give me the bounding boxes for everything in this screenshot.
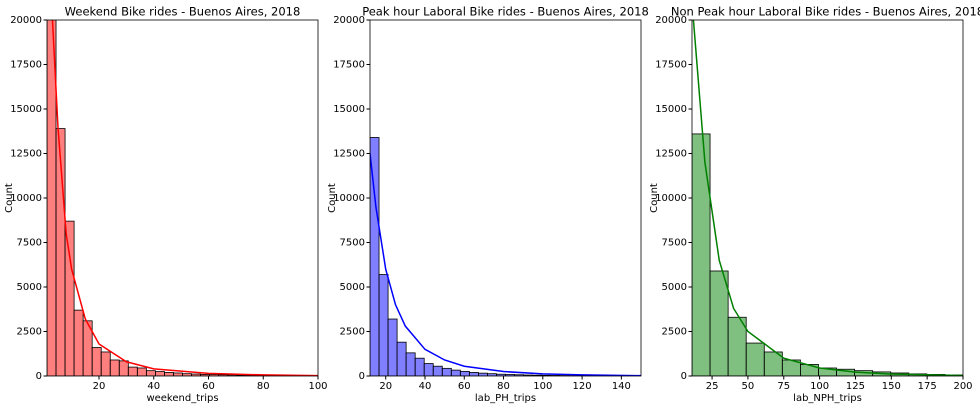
x-tick-label: 20 bbox=[93, 381, 106, 392]
y-tick-label: 10000 bbox=[10, 193, 42, 204]
x-tick-label: 75 bbox=[777, 381, 790, 392]
x-tick-label: 175 bbox=[918, 381, 937, 392]
plot-area bbox=[692, 20, 963, 376]
x-tick-label: 125 bbox=[846, 381, 865, 392]
bar bbox=[477, 372, 488, 376]
y-tick-label: 20000 bbox=[10, 15, 42, 26]
bar bbox=[405, 352, 416, 376]
y-tick-label: 15000 bbox=[333, 104, 365, 115]
bar bbox=[468, 372, 479, 376]
x-tick-label: 120 bbox=[573, 381, 592, 392]
x-tick-label: 20 bbox=[379, 381, 392, 392]
y-tick-label: 12500 bbox=[10, 149, 42, 160]
kde-line bbox=[51, 20, 318, 376]
x-tick-label: 40 bbox=[419, 381, 432, 392]
kde-line bbox=[692, 20, 963, 376]
bar bbox=[414, 357, 425, 376]
bar bbox=[459, 370, 470, 376]
x-tick-label: 25 bbox=[706, 381, 719, 392]
y-tick-label: 17500 bbox=[10, 60, 42, 71]
bar bbox=[136, 367, 147, 376]
y-tick-label: 5000 bbox=[662, 282, 687, 293]
x-tick-label: 50 bbox=[742, 381, 755, 392]
y-tick-label: 7500 bbox=[340, 238, 365, 249]
bar bbox=[709, 270, 729, 376]
y-tick-label: 10000 bbox=[655, 193, 687, 204]
plot-area bbox=[47, 20, 318, 376]
bar bbox=[387, 318, 398, 376]
bar bbox=[745, 342, 765, 376]
y-tick-label: 15000 bbox=[655, 104, 687, 115]
bar bbox=[396, 341, 407, 376]
y-tick-label: 20000 bbox=[333, 15, 365, 26]
x-tick-label: 100 bbox=[810, 381, 829, 392]
y-tick-label: 7500 bbox=[662, 238, 687, 249]
y-tick-label: 0 bbox=[681, 371, 687, 382]
y-tick-label: 5000 bbox=[17, 282, 42, 293]
bar bbox=[432, 365, 443, 376]
bar bbox=[164, 372, 174, 376]
x-tick-label: 80 bbox=[257, 381, 270, 392]
bar bbox=[91, 347, 102, 376]
x-tick-label: 60 bbox=[458, 381, 471, 392]
bar bbox=[173, 372, 183, 376]
bar bbox=[73, 309, 84, 376]
chart-title: Non Peak hour Laboral Bike rides - Bueno… bbox=[671, 5, 980, 19]
bar bbox=[127, 366, 138, 376]
y-tick-label: 20000 bbox=[655, 15, 687, 26]
x-axis-label: weekend_trips bbox=[146, 393, 218, 404]
y-tick-label: 5000 bbox=[340, 282, 365, 293]
y-tick-label: 2500 bbox=[662, 327, 687, 338]
y-axis-label: Count bbox=[327, 183, 338, 213]
bar bbox=[109, 359, 120, 376]
y-tick-label: 17500 bbox=[655, 60, 687, 71]
bar bbox=[727, 316, 747, 376]
chart-title: Weekend Bike rides - Buenos Aires, 2018 bbox=[65, 5, 301, 19]
x-tick-label: 150 bbox=[882, 381, 901, 392]
y-tick-label: 7500 bbox=[17, 238, 42, 249]
bar bbox=[154, 371, 165, 376]
bar bbox=[64, 220, 75, 376]
y-tick-label: 15000 bbox=[10, 104, 42, 115]
bar bbox=[450, 369, 461, 376]
x-tick-label: 100 bbox=[308, 381, 327, 392]
bar bbox=[100, 351, 111, 376]
bar bbox=[441, 367, 452, 376]
y-tick-label: 0 bbox=[359, 371, 365, 382]
axes-frame bbox=[369, 19, 642, 377]
x-tick-label: 80 bbox=[497, 381, 510, 392]
y-tick-label: 2500 bbox=[340, 327, 365, 338]
y-tick-label: 10000 bbox=[333, 193, 365, 204]
y-axis-label: Count bbox=[4, 183, 15, 213]
y-tick-label: 17500 bbox=[333, 60, 365, 71]
x-tick-label: 60 bbox=[202, 381, 215, 392]
bar bbox=[692, 133, 711, 376]
y-tick-label: 12500 bbox=[333, 149, 365, 160]
kde-line bbox=[370, 153, 641, 376]
plot-area bbox=[370, 137, 641, 376]
y-axis-label: Count bbox=[649, 183, 660, 213]
x-axis-label: lab_NPH_trips bbox=[793, 393, 862, 404]
bar bbox=[118, 360, 129, 376]
x-tick-label: 40 bbox=[147, 381, 160, 392]
bar bbox=[370, 137, 380, 376]
x-tick-label: 100 bbox=[533, 381, 552, 392]
x-tick-label: 140 bbox=[612, 381, 631, 392]
bar bbox=[378, 274, 389, 376]
x-axis-label: lab_PH_trips bbox=[475, 393, 536, 404]
bar bbox=[145, 370, 156, 376]
y-tick-label: 2500 bbox=[17, 327, 42, 338]
y-tick-label: 12500 bbox=[655, 149, 687, 160]
y-tick-label: 0 bbox=[36, 371, 42, 382]
x-tick-label: 200 bbox=[953, 381, 972, 392]
bar bbox=[423, 363, 434, 376]
chart-title: Peak hour Laboral Bike rides - Buenos Ai… bbox=[362, 5, 649, 19]
